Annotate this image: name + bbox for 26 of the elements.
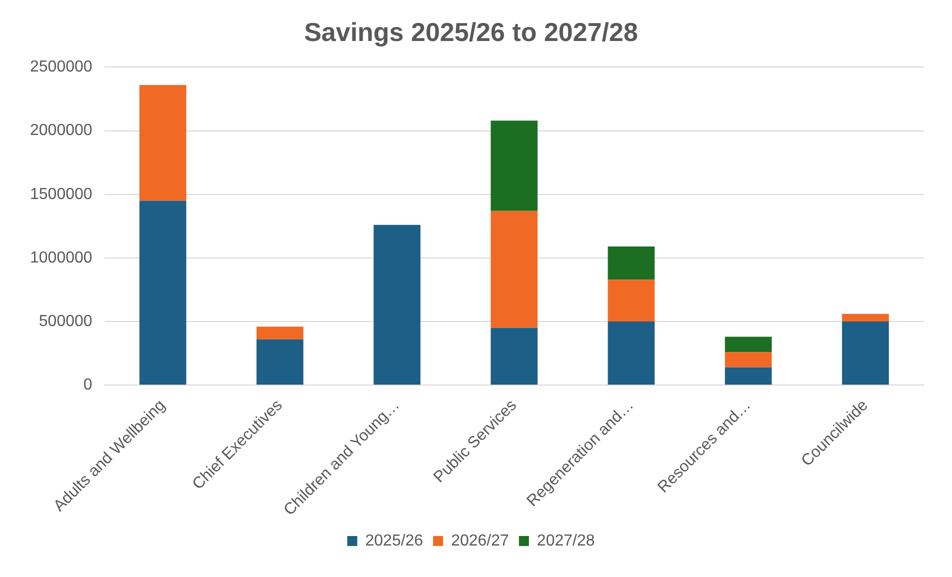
bar bbox=[724, 352, 772, 368]
bar bbox=[608, 246, 655, 280]
y-tick-label: 2500000 bbox=[30, 58, 92, 76]
y-tick-label: 2000000 bbox=[30, 122, 92, 140]
bar bbox=[490, 210, 538, 328]
y-tick-label: 0 bbox=[83, 376, 92, 394]
bar bbox=[490, 328, 538, 385]
chart-title: Savings 2025/26 to 2027/28 bbox=[304, 16, 638, 47]
bar bbox=[256, 326, 304, 340]
bar bbox=[608, 280, 655, 322]
bar bbox=[374, 224, 420, 385]
legend-label: 2026/27 bbox=[451, 532, 510, 550]
bar bbox=[724, 336, 772, 352]
legend-label: 2025/26 bbox=[365, 532, 424, 550]
bar bbox=[724, 367, 772, 385]
legend-label: 2027/28 bbox=[536, 532, 595, 550]
bar bbox=[139, 85, 186, 201]
y-tick-label: 500000 bbox=[38, 312, 92, 330]
bar bbox=[842, 322, 889, 385]
bar bbox=[139, 200, 186, 385]
y-tick-label: 1000000 bbox=[30, 249, 92, 266]
bar bbox=[608, 322, 655, 385]
y-tick-label: 1500000 bbox=[30, 186, 92, 203]
bar bbox=[842, 314, 889, 322]
bar bbox=[256, 339, 304, 385]
bar bbox=[490, 120, 538, 211]
